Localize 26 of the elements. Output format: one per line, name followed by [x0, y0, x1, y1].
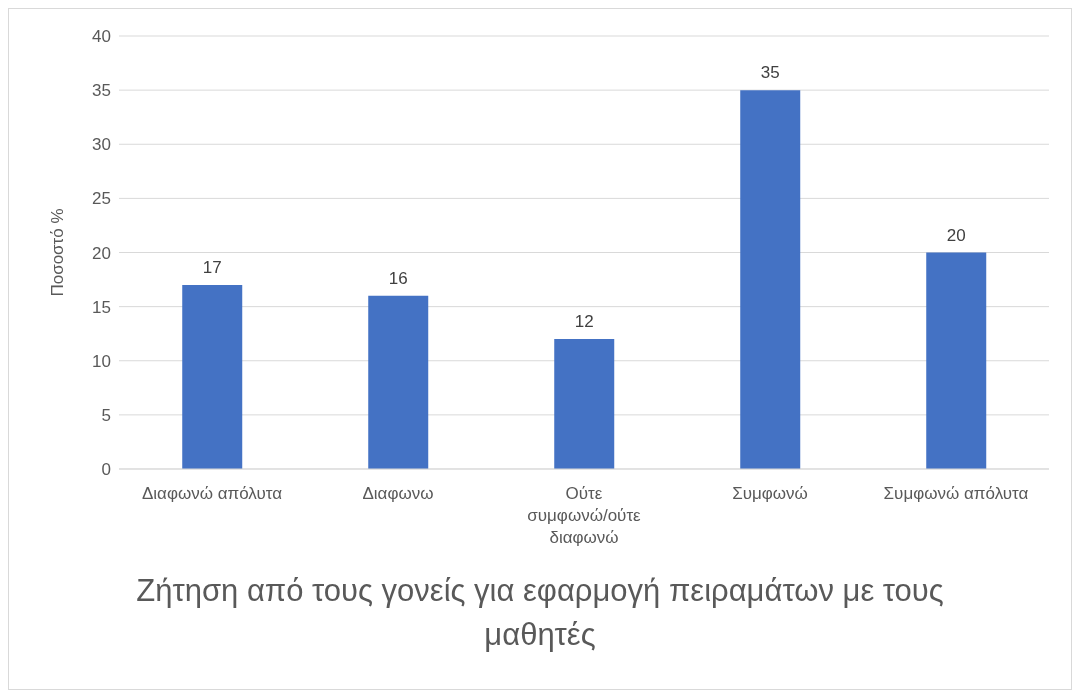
bar — [926, 252, 987, 469]
x-tick-label: Συμφωνώ απόλυτα — [883, 484, 1029, 503]
x-tick-label: Διαφωνω — [362, 484, 434, 503]
y-tick-label: 0 — [101, 460, 111, 480]
y-tick-label: 30 — [92, 135, 111, 155]
y-tick-label: 5 — [101, 405, 111, 425]
x-tick-label: Συμφωνώ — [732, 484, 808, 503]
data-label: 12 — [574, 312, 594, 332]
y-tick-label: 40 — [92, 27, 111, 47]
bar — [182, 284, 243, 469]
bar — [740, 90, 801, 469]
data-label: 35 — [760, 63, 780, 83]
bar — [368, 295, 429, 469]
x-axis-title: Ζήτηση από τους γονείς για εφαρμογή πειραμάτων με τους μαθητές — [135, 572, 945, 654]
y-tick-label: 20 — [92, 243, 111, 263]
y-tick-label: 25 — [92, 189, 111, 209]
x-tick-label: Ούτε συμφωνώ/ούτε διαφωνώ — [527, 484, 642, 547]
y-tick-label: 15 — [92, 297, 111, 317]
bar — [554, 339, 615, 469]
data-label: 16 — [388, 268, 408, 288]
data-label: 20 — [946, 225, 966, 245]
y-tick-label: 10 — [92, 351, 111, 371]
y-tick-label: 35 — [92, 81, 111, 101]
y-axis-title: Ποσοστό % — [48, 208, 68, 297]
x-tick-label: Διαφωνώ απόλυτα — [141, 484, 283, 503]
data-label: 17 — [202, 257, 222, 277]
